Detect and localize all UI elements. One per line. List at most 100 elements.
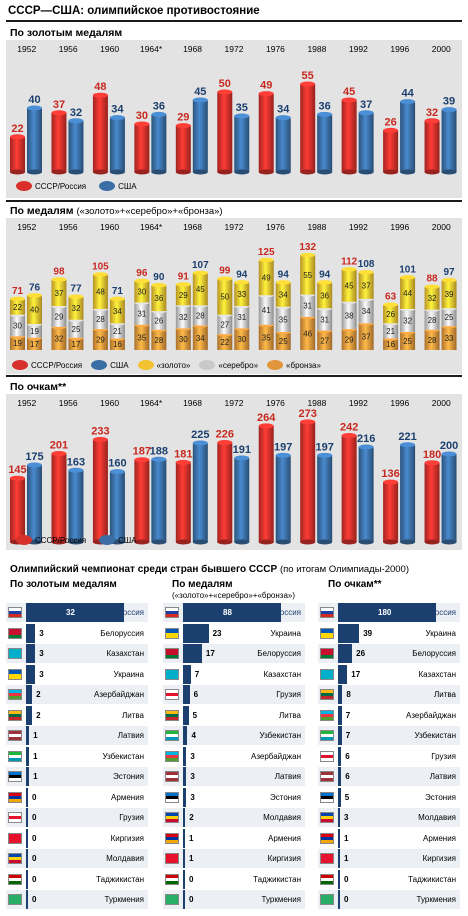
rank-value: 23 [212,628,222,638]
value-label: 32 [426,107,438,119]
value-label: 49 [260,80,272,92]
bar-cap [192,97,208,103]
country-name: Белоруссия [100,628,144,638]
country-name: Белоруссия [257,649,301,659]
bar-cap [217,89,233,95]
usa-bar [151,459,167,542]
rank-value: 1 [189,854,194,864]
bar-cap [400,99,416,105]
points-chart-panel: 1952 1956 1960 1964* 1968 1972 1976 1988 1992 199… [6,394,462,550]
rank-bar [183,787,187,807]
bar-cap [441,107,457,113]
bronze-value: 16 [113,340,122,349]
gold-value: 36 [320,291,329,300]
rank-table-gold: 32 Россия 3 Белоруссия 3 Казахстан 3 Украина 2 Аз… [6,603,148,913]
rank-value: 6 [345,772,350,782]
total-label: 94 [319,269,331,280]
ussr-bar [217,442,233,542]
bar-cap [383,127,399,133]
silver-value: 21 [113,327,122,336]
gold-segment [424,286,440,310]
year-label: 1960 [100,398,119,408]
country-name: Украина [425,628,456,638]
rank-bar [26,767,30,787]
value-label: 187 [133,446,151,458]
bronze-segment [300,316,316,350]
rank-row: 17 Казахстан [318,664,460,684]
flag-icon [320,853,334,865]
flag-icon [165,894,179,906]
silver-segment [400,308,416,332]
rank-bar [26,705,33,725]
bar-cap [300,419,316,425]
flag-icon [320,771,334,783]
total-label: 88 [426,274,438,285]
bronze-segment [109,338,125,350]
total-label: 132 [299,242,316,253]
rank-value: 6 [345,751,350,761]
rank-bar [338,767,342,787]
rank-value: 3 [190,751,195,761]
bar-base [317,539,333,545]
ussr-bar [10,478,25,542]
country-name: Таджикистан [408,874,456,884]
silver-value: 21 [386,327,395,336]
gold-segment [92,274,108,309]
ussr-bar [175,462,191,542]
silver-value: 26 [154,316,163,325]
flag-icon [320,791,334,803]
rank-bar [338,603,436,623]
total-label: 112 [341,256,358,267]
flag-icon [165,832,179,844]
bar-base [341,539,357,545]
flag-icon [8,709,22,721]
year-label: 1956 [59,222,78,232]
rank-table-medals: 88 Россия 23 Украина 17 Белоруссия 7 Казахстан 6… [163,603,305,913]
bar-cap [234,113,250,119]
gold-segment [441,280,457,309]
rank-value: 4 [191,731,196,741]
country-name: Узбекистан [414,731,456,741]
bar-cap [134,457,150,463]
value-label: 35 [236,102,248,114]
value-label: 145 [8,464,26,476]
rank-bar [183,603,281,623]
bronze-value: 25 [403,337,412,346]
silver-value: 31 [237,313,246,322]
rank-value: 6 [193,690,199,700]
segment-cap [192,270,208,276]
usa-bar [358,112,374,172]
rank-bar [338,644,353,664]
gold-segment [275,282,291,307]
rank-value: 1 [344,854,349,864]
usa-bar [68,470,84,542]
country-name: Эстония [113,772,144,782]
total-label: 63 [385,292,397,303]
usa-bar [27,108,42,172]
rank-row: 7 Узбекистан [318,726,460,746]
flag-icon [8,832,22,844]
gold-value: 45 [196,285,205,294]
silver-value: 28 [428,316,437,325]
bar-cap [217,440,233,446]
year-label: 1996 [390,222,409,232]
bar-base [300,539,316,545]
country-name: Молдавия [263,813,301,823]
year-label: 1956 [59,44,78,54]
ussr-bar [383,482,399,542]
usa-bar [192,100,208,172]
value-label: 32 [70,107,82,119]
medals-legend: СССР/Россия США «золото» «серебро» «брон… [12,360,321,370]
rank-row: 180 Россия [318,603,460,623]
country-name: Киргизия [267,854,301,864]
gold-segment [68,296,84,320]
year-label: 1968 [183,398,202,408]
silver-segment [51,306,67,327]
ussr-bar [134,124,150,172]
country-name: Армения [111,792,144,802]
bronze-value: 19 [13,339,22,348]
bronze-segment [341,329,357,350]
gold-value: 29 [179,291,188,300]
rank-value: 8 [346,690,351,700]
value-label: 48 [94,81,106,93]
